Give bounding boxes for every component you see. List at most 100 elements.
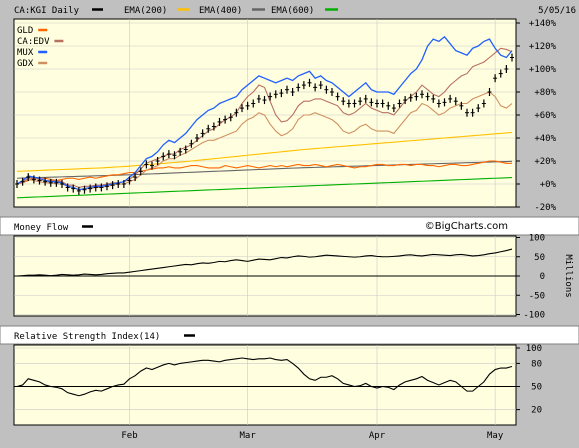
gld-line bbox=[16, 160, 512, 185]
symbol-title: CA:KGI Daily bbox=[14, 6, 80, 16]
x-tick-label: May bbox=[487, 431, 504, 441]
price-bar bbox=[459, 101, 464, 110]
price-bar bbox=[391, 104, 396, 113]
millions-axis-label: Millions bbox=[563, 254, 573, 297]
price-bar bbox=[420, 90, 424, 99]
price-bar bbox=[20, 177, 25, 186]
price-bar bbox=[436, 99, 441, 108]
rsi-y-axis: 100 80 50 20 bbox=[516, 344, 542, 416]
price-bar bbox=[414, 92, 419, 101]
x-axis: Feb Mar Apr May bbox=[121, 431, 503, 441]
price-bar bbox=[285, 85, 289, 94]
price-bar bbox=[110, 181, 115, 190]
price-bar bbox=[82, 185, 87, 194]
price-bar bbox=[234, 108, 239, 117]
price-bar bbox=[88, 184, 93, 193]
price-bar bbox=[470, 108, 475, 117]
rsi-panel bbox=[13, 344, 517, 426]
price-bar bbox=[54, 178, 59, 187]
rsi-y-tick-label: 100 bbox=[526, 344, 542, 354]
price-bar bbox=[93, 183, 98, 192]
price-bar bbox=[105, 182, 109, 191]
price-bar bbox=[15, 180, 19, 188]
price-bar bbox=[37, 176, 42, 185]
price-bar bbox=[481, 99, 486, 108]
price-bar bbox=[465, 108, 469, 117]
money-flow-header-bar bbox=[0, 216, 579, 236]
price-bar bbox=[161, 152, 166, 161]
price-bar bbox=[431, 94, 436, 103]
price-bar bbox=[476, 104, 481, 113]
price-panel bbox=[13, 18, 517, 208]
price-bar bbox=[195, 134, 199, 142]
price-bar bbox=[279, 89, 284, 98]
price-bar bbox=[251, 99, 256, 108]
price-bar bbox=[301, 81, 306, 90]
price-bar bbox=[76, 186, 81, 195]
rsi-header-bar bbox=[0, 325, 579, 345]
price-bar bbox=[363, 94, 368, 103]
money-flow-y-tick-label: -50 bbox=[529, 291, 545, 301]
price-bar bbox=[127, 176, 132, 185]
price-y-tick-label: +120% bbox=[529, 42, 557, 52]
price-bar bbox=[493, 74, 498, 83]
money-flow-title: Money Flow bbox=[14, 223, 69, 233]
rsi-y-tick-label: 20 bbox=[531, 406, 542, 416]
chart-date: 5/05/16 bbox=[538, 6, 576, 16]
price-bar bbox=[290, 88, 295, 96]
price-bar bbox=[240, 104, 244, 113]
price-bar bbox=[335, 92, 340, 101]
ema600-label: EMA(600) bbox=[271, 6, 314, 16]
rsi-line bbox=[16, 357, 513, 397]
legend-label: GDX bbox=[17, 59, 34, 69]
price-bar bbox=[99, 183, 104, 192]
price-y-tick-label: +140% bbox=[529, 19, 557, 29]
series-layer bbox=[15, 35, 514, 397]
price-bar bbox=[352, 99, 357, 108]
price-bar bbox=[403, 96, 408, 105]
price-bar bbox=[375, 99, 379, 108]
price-y-axis: +140% +120% +100% +80% +60% +40% +20% +0% -20% bbox=[516, 19, 557, 213]
price-bar bbox=[408, 93, 413, 102]
price-bar bbox=[498, 69, 503, 78]
price-bar bbox=[256, 94, 261, 103]
watermark: ©BigCharts.com bbox=[425, 221, 508, 232]
price-bar bbox=[380, 99, 385, 108]
price-bar bbox=[206, 124, 211, 133]
price-bar bbox=[65, 183, 70, 192]
price-bar bbox=[386, 101, 391, 110]
price-bar bbox=[189, 139, 194, 148]
mux-line bbox=[16, 35, 513, 191]
price-bar bbox=[307, 78, 312, 87]
price-bar bbox=[138, 167, 143, 176]
price-bar bbox=[155, 157, 160, 165]
rsi-title: Relative Strength Index(14) bbox=[14, 332, 160, 342]
price-bar bbox=[166, 150, 171, 159]
price-bar bbox=[313, 83, 318, 92]
price-y-tick-label: +100% bbox=[529, 65, 557, 75]
price-bar bbox=[116, 180, 121, 188]
money-flow-y-tick-label: -100 bbox=[523, 311, 545, 321]
price-bar bbox=[121, 180, 126, 188]
x-tick-label: Apr bbox=[369, 431, 386, 441]
price-bar bbox=[369, 98, 374, 107]
x-tick-label: Mar bbox=[239, 431, 256, 441]
price-bar bbox=[296, 83, 301, 92]
price-bar bbox=[358, 97, 363, 106]
price-bar bbox=[510, 53, 514, 62]
rsi-y-tick-label: 50 bbox=[531, 383, 542, 393]
price-bar bbox=[31, 175, 36, 184]
ema400-label: EMA(400) bbox=[199, 6, 242, 16]
price-y-tick-label: +80% bbox=[534, 88, 556, 98]
money-flow-line bbox=[16, 248, 513, 277]
price-y-tick-label: +60% bbox=[534, 111, 556, 121]
price-bar bbox=[178, 147, 183, 156]
price-bar bbox=[144, 160, 149, 169]
price-bar bbox=[487, 88, 492, 96]
price-y-tick-label: +0% bbox=[540, 180, 557, 190]
price-y-tick-label: +40% bbox=[534, 134, 556, 144]
price-bar bbox=[504, 65, 509, 73]
